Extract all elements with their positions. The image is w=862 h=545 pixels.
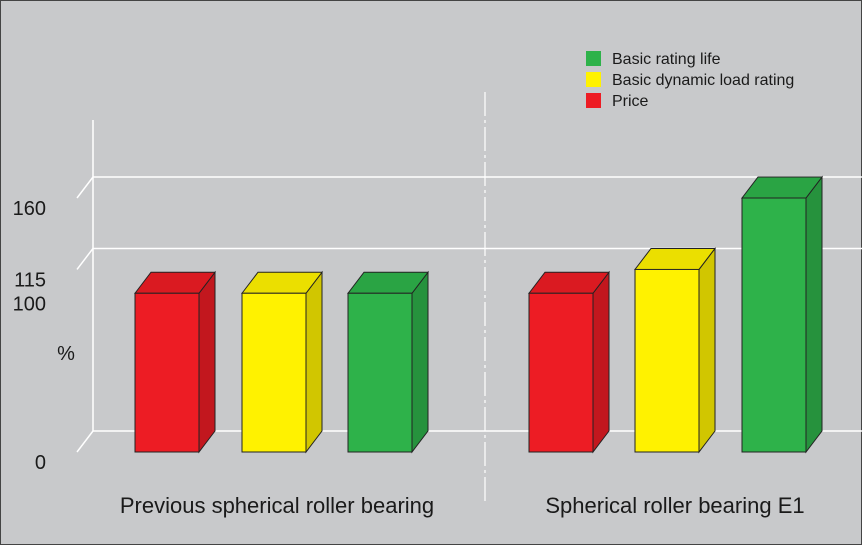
y-tick-label: 100 [13,293,46,315]
bar-front [134,292,200,453]
legend-label: Basic rating life [612,51,721,68]
category-label: Previous spherical roller bearing [120,493,434,518]
bar-side [198,270,216,454]
bar-front [528,292,594,453]
y-tick-label: 115 [14,269,46,291]
bar-front [634,268,700,453]
gridline-foot [76,247,94,270]
bar [240,270,324,454]
bar [740,175,824,454]
bar-front [347,292,413,453]
grid-layer [76,92,862,505]
category-label: Spherical roller bearing E1 [545,493,804,518]
bar [133,270,217,454]
bar [633,246,717,454]
bar-side [592,270,610,454]
legend-swatch [586,51,601,66]
bar-side [805,175,823,454]
y-axis-label: % [57,343,75,365]
legend-label: Price [612,93,649,110]
gridline-foot [76,430,94,453]
legend-label: Basic dynamic load rating [612,72,794,89]
bars-layer [133,175,824,454]
bar-front [241,292,307,453]
bar [527,270,611,454]
legend: Basic rating life Basic dynamic load rati… [586,51,794,110]
bar-side [698,246,716,454]
y-tick-label: 0 [35,452,46,474]
bar [346,270,430,454]
y-tick-label: 160 [13,198,46,220]
bar-front [741,197,807,453]
bar-side [411,270,429,454]
legend-swatch [586,72,601,87]
gridline-foot [76,176,94,199]
bar-side [305,270,323,454]
legend-swatch [586,93,601,108]
